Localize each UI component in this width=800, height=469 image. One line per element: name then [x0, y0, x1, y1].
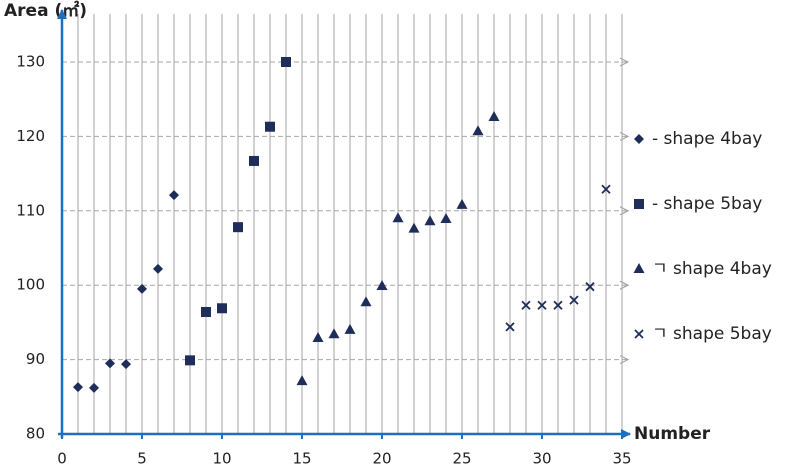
x-tick-label: 10 — [212, 450, 231, 468]
point — [456, 198, 468, 209]
point — [440, 212, 452, 223]
point — [537, 300, 547, 310]
point — [553, 300, 563, 310]
point — [169, 190, 179, 201]
point — [488, 111, 500, 122]
point — [296, 375, 308, 386]
point — [360, 296, 372, 307]
point — [73, 382, 83, 393]
point — [585, 282, 595, 292]
point — [89, 382, 99, 393]
point — [344, 323, 356, 334]
point — [201, 306, 211, 317]
point — [312, 332, 324, 343]
legend-label: - shape 5bay — [652, 194, 762, 214]
point — [521, 300, 531, 310]
point — [634, 134, 644, 144]
y-tick-label: 110 — [16, 201, 45, 219]
x-tick-label: 5 — [137, 450, 147, 468]
y-tick-label: 130 — [16, 53, 45, 71]
point — [601, 184, 611, 194]
point — [328, 328, 340, 339]
x-tick-label: 30 — [532, 450, 551, 468]
point — [408, 222, 420, 233]
point — [153, 263, 163, 274]
y-tick-label: 80 — [26, 425, 45, 443]
y-tick-label: 100 — [16, 276, 45, 294]
point — [633, 263, 645, 273]
point — [634, 329, 644, 339]
y-axis-label: Area (㎡) — [4, 0, 87, 21]
x-tick-label: 0 — [57, 450, 67, 468]
point — [569, 295, 579, 305]
x-tick-label: 20 — [372, 450, 391, 468]
point — [265, 121, 275, 132]
legend-label: - shape 4bay — [652, 129, 762, 149]
legend-label: ㄱ shape 4bay — [652, 259, 772, 279]
point — [392, 212, 404, 223]
point — [472, 125, 484, 136]
legend-label: ㄱ shape 5bay — [652, 324, 772, 344]
point — [137, 283, 147, 294]
x-tick-label: 15 — [292, 450, 311, 468]
point — [424, 215, 436, 226]
y-tick-label: 120 — [16, 127, 45, 145]
x-axis-label: Number — [634, 424, 711, 444]
point — [376, 279, 388, 290]
point — [233, 222, 243, 233]
point — [249, 155, 259, 166]
point — [217, 303, 227, 314]
point — [105, 358, 115, 369]
point — [185, 355, 195, 366]
point — [505, 322, 515, 332]
point — [281, 57, 291, 67]
x-tick-label: 35 — [612, 450, 631, 468]
x-tick-label: 25 — [452, 450, 471, 468]
point — [634, 199, 644, 209]
point — [121, 359, 131, 370]
y-tick-label: 90 — [26, 350, 45, 368]
